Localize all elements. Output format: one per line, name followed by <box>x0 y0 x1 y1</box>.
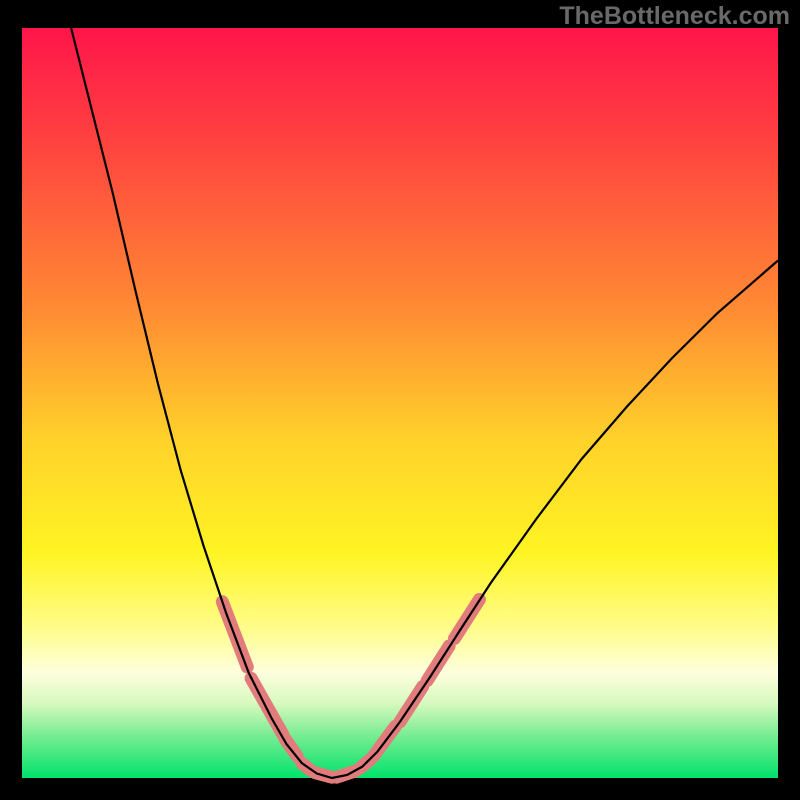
chart-root: TheBottleneck.com <box>0 0 800 800</box>
plot-gradient-background <box>22 28 778 778</box>
watermark-text: TheBottleneck.com <box>559 2 790 31</box>
chart-svg <box>0 0 800 800</box>
